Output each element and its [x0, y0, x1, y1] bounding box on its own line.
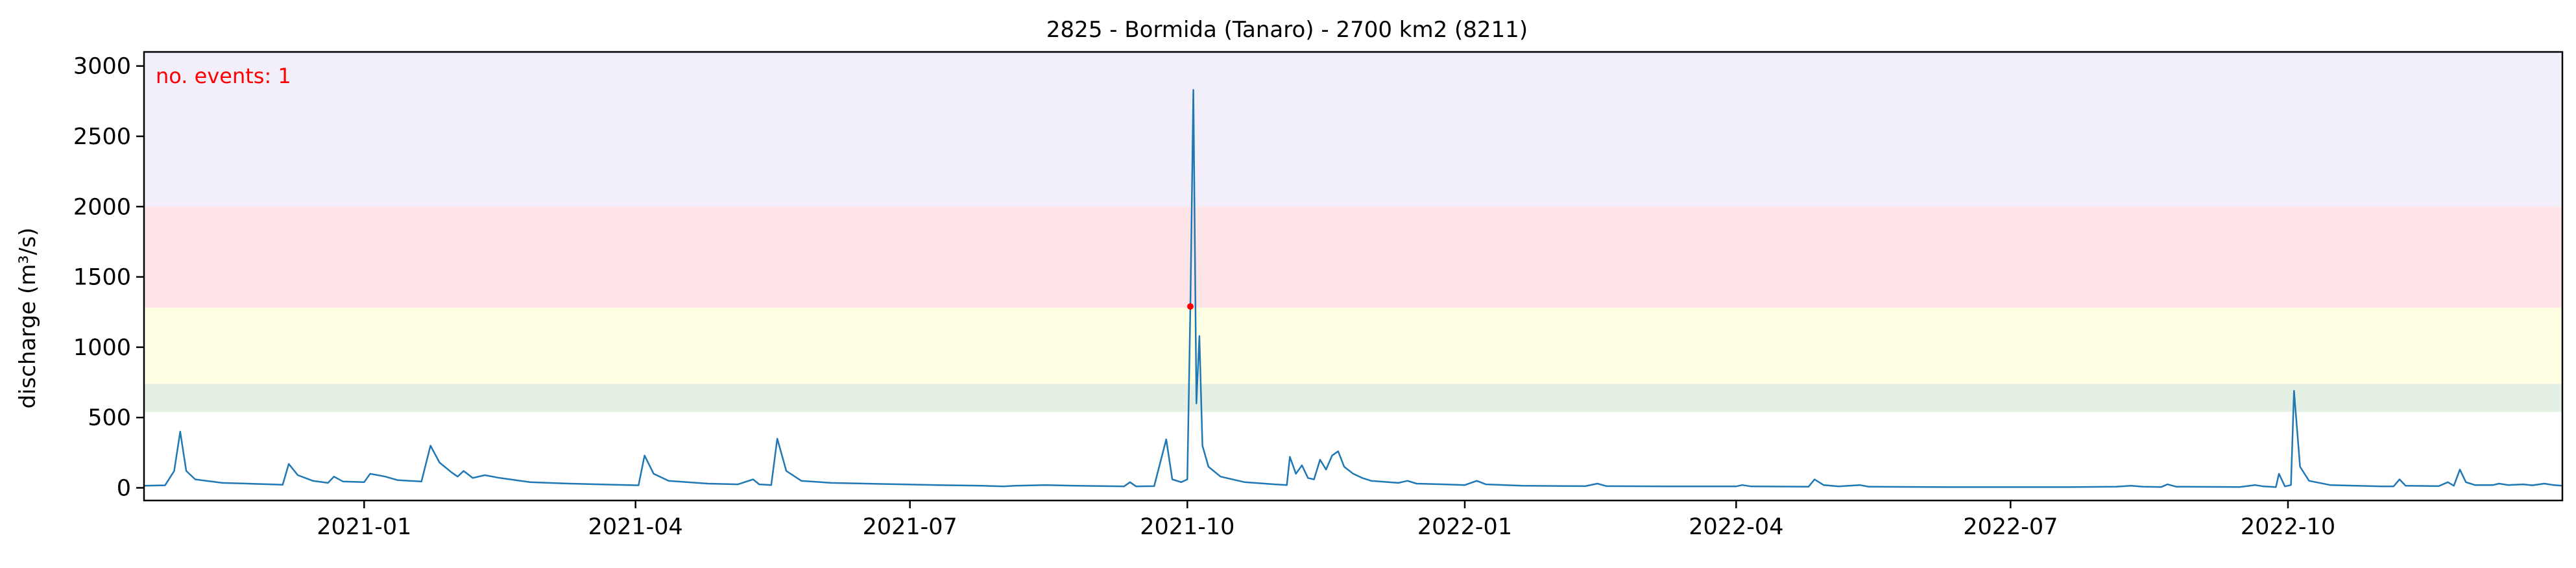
- threshold-band-1: [144, 308, 2562, 384]
- threshold-band-0: [144, 384, 2562, 412]
- x-tick-label-1: 2021-04: [588, 514, 683, 540]
- y-tick-label-1: 500: [88, 405, 131, 431]
- x-tick-label-6: 2022-07: [1963, 514, 2058, 540]
- x-tick-label-4: 2022-01: [1417, 514, 1512, 540]
- x-axis: 2021-01 2021-04 2021-07 2021-10 2022-01 2022-…: [317, 500, 2335, 540]
- x-tick-label-2: 2021-07: [863, 514, 957, 540]
- event-count-annotation: no. events: 1: [156, 64, 291, 88]
- x-tick-label-5: 2022-04: [1689, 514, 1783, 540]
- x-tick-label-7: 2022-10: [2241, 514, 2335, 540]
- y-tick-label-4: 2000: [73, 194, 131, 220]
- y-tick-label-2: 1000: [73, 335, 131, 361]
- threshold-band-3: [144, 52, 2562, 207]
- x-tick-label-0: 2021-01: [317, 514, 411, 540]
- y-tick-label-0: 0: [117, 476, 131, 502]
- y-tick-label-5: 2500: [73, 124, 131, 150]
- threshold-bands: [144, 52, 2562, 412]
- series-line-0: [143, 89, 2563, 488]
- threshold-band-2: [144, 206, 2562, 308]
- series-group: [143, 89, 2563, 488]
- y-axis-label: discharge (m³/s): [15, 228, 41, 409]
- x-tick-label-3: 2021-10: [1140, 514, 1234, 540]
- y-tick-label-6: 3000: [73, 54, 131, 80]
- y-axis: 0 500 1000 1500 2000 2500 3000: [73, 54, 144, 502]
- events-group: [1186, 303, 1194, 310]
- event-marker-0: [1186, 303, 1194, 310]
- y-tick-label-3: 1500: [73, 265, 131, 291]
- chart-title: 2825 - Bormida (Tanaro) - 2700 km2 (8211…: [1046, 17, 1528, 43]
- plot-frame: [143, 51, 2564, 502]
